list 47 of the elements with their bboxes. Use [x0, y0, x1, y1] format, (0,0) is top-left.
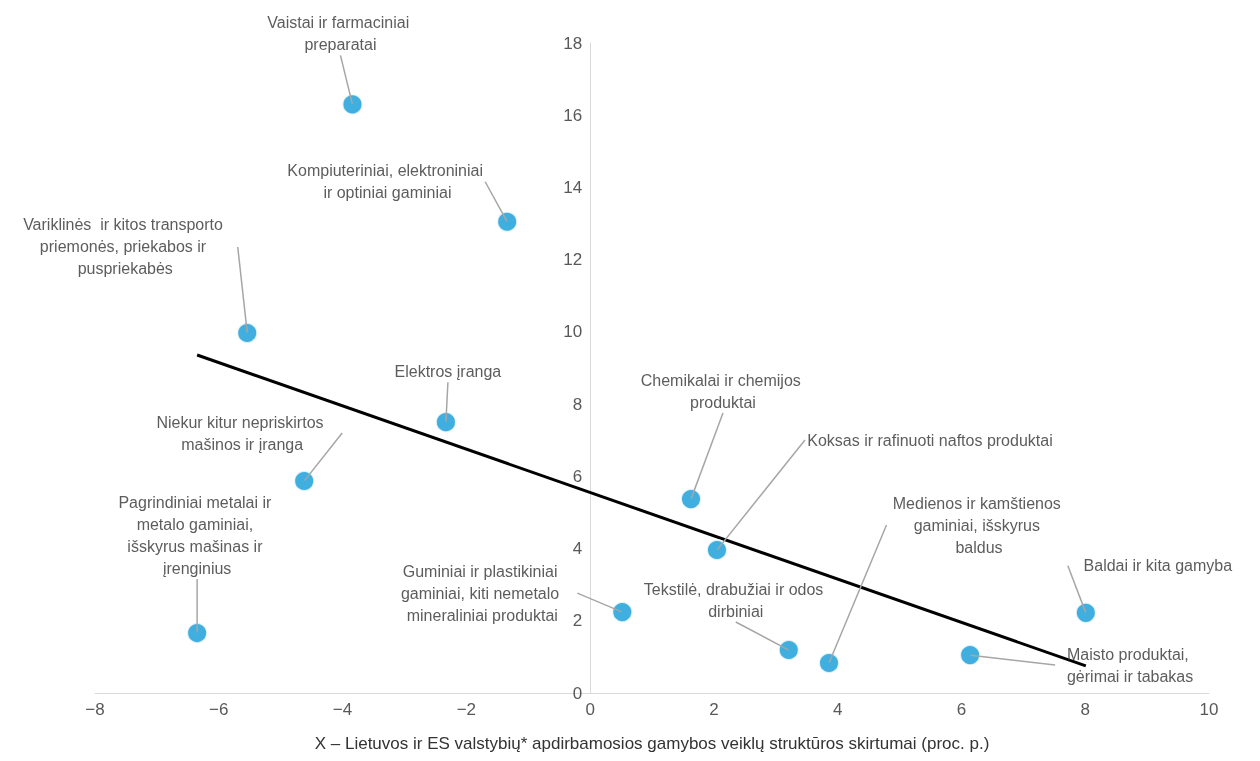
- y-tick-label: 2: [572, 611, 583, 631]
- x-tick-label: 0: [585, 700, 595, 719]
- x-tick-label: −8: [85, 700, 105, 719]
- annotation: Medienos ir kamštienos gaminiai, išskyrus baldus: [892, 494, 1066, 556]
- point: [680, 488, 702, 511]
- annotation: Elektros įranga: [394, 362, 502, 380]
- point: [959, 644, 982, 667]
- annotation: Variklinės ir kitos transporto priemonės, priekabos ir puspriekabės: [23, 216, 228, 278]
- point: [818, 652, 840, 675]
- point: [293, 470, 316, 493]
- y-tick-label: 14: [563, 177, 583, 197]
- annotation: Chemikalai ir chemijos produktai: [640, 371, 806, 411]
- point: [611, 601, 634, 624]
- annotation: Tekstilė, drabužiai ir odos dirbiniai: [643, 580, 828, 620]
- annotation: Maisto produktai, gėrimai ir tabakas: [1066, 645, 1194, 685]
- point: [496, 210, 519, 233]
- y-tick-label: 6: [572, 466, 583, 486]
- point: [186, 622, 209, 645]
- annotation: Kompiuteriniai, elektroniniai ir optiniai gaminiai: [287, 162, 484, 202]
- point: [341, 93, 364, 116]
- x-tick-label: 4: [832, 700, 843, 719]
- y-tick-label: 4: [572, 539, 583, 559]
- point: [236, 321, 259, 344]
- y-tick-label: 8: [572, 394, 583, 414]
- x-axis-title: X – Lietuvos ir ES valstybių* apdirbamosios gamybos veiklų struktūros skirtumai (proc. p.): [314, 734, 990, 753]
- point: [706, 539, 728, 561]
- x-tick-label: 2: [709, 700, 719, 719]
- x-tick-label: −6: [209, 700, 229, 719]
- x-tick-label: 8: [1080, 700, 1090, 719]
- x-tick-label: −4: [332, 700, 353, 719]
- y-tick-label: 10: [563, 322, 583, 342]
- y-tick-label: 16: [563, 105, 583, 125]
- y-tick-label: 0: [572, 683, 583, 703]
- annotation: Niekur kitur nepriskirtos mašinos ir įranga: [156, 413, 328, 453]
- annotation: Guminiai ir plastikiniai gaminiai, kiti nemetalo mineraliniai produktai: [400, 562, 564, 624]
- x-tick-label: −2: [456, 700, 477, 719]
- y-tick-label: 18: [563, 33, 583, 53]
- annotation: Koksas ir rafinuoti naftos produktai: [807, 431, 1053, 449]
- point: [434, 411, 457, 434]
- y-tick-label: 12: [563, 250, 583, 270]
- point: [1074, 601, 1097, 624]
- x-tick-label: 6: [956, 700, 967, 719]
- annotation: Pagrindiniai metalai ir metalo gaminiai, išskyrus mašinas ir įrenginius: [118, 493, 276, 577]
- point: [777, 639, 800, 662]
- annotation: Vaistai ir farmaciniai preparatai: [267, 13, 414, 53]
- x-tick-label: 10: [1199, 700, 1219, 719]
- annotation: Baldai ir kita gamyba: [1083, 557, 1233, 575]
